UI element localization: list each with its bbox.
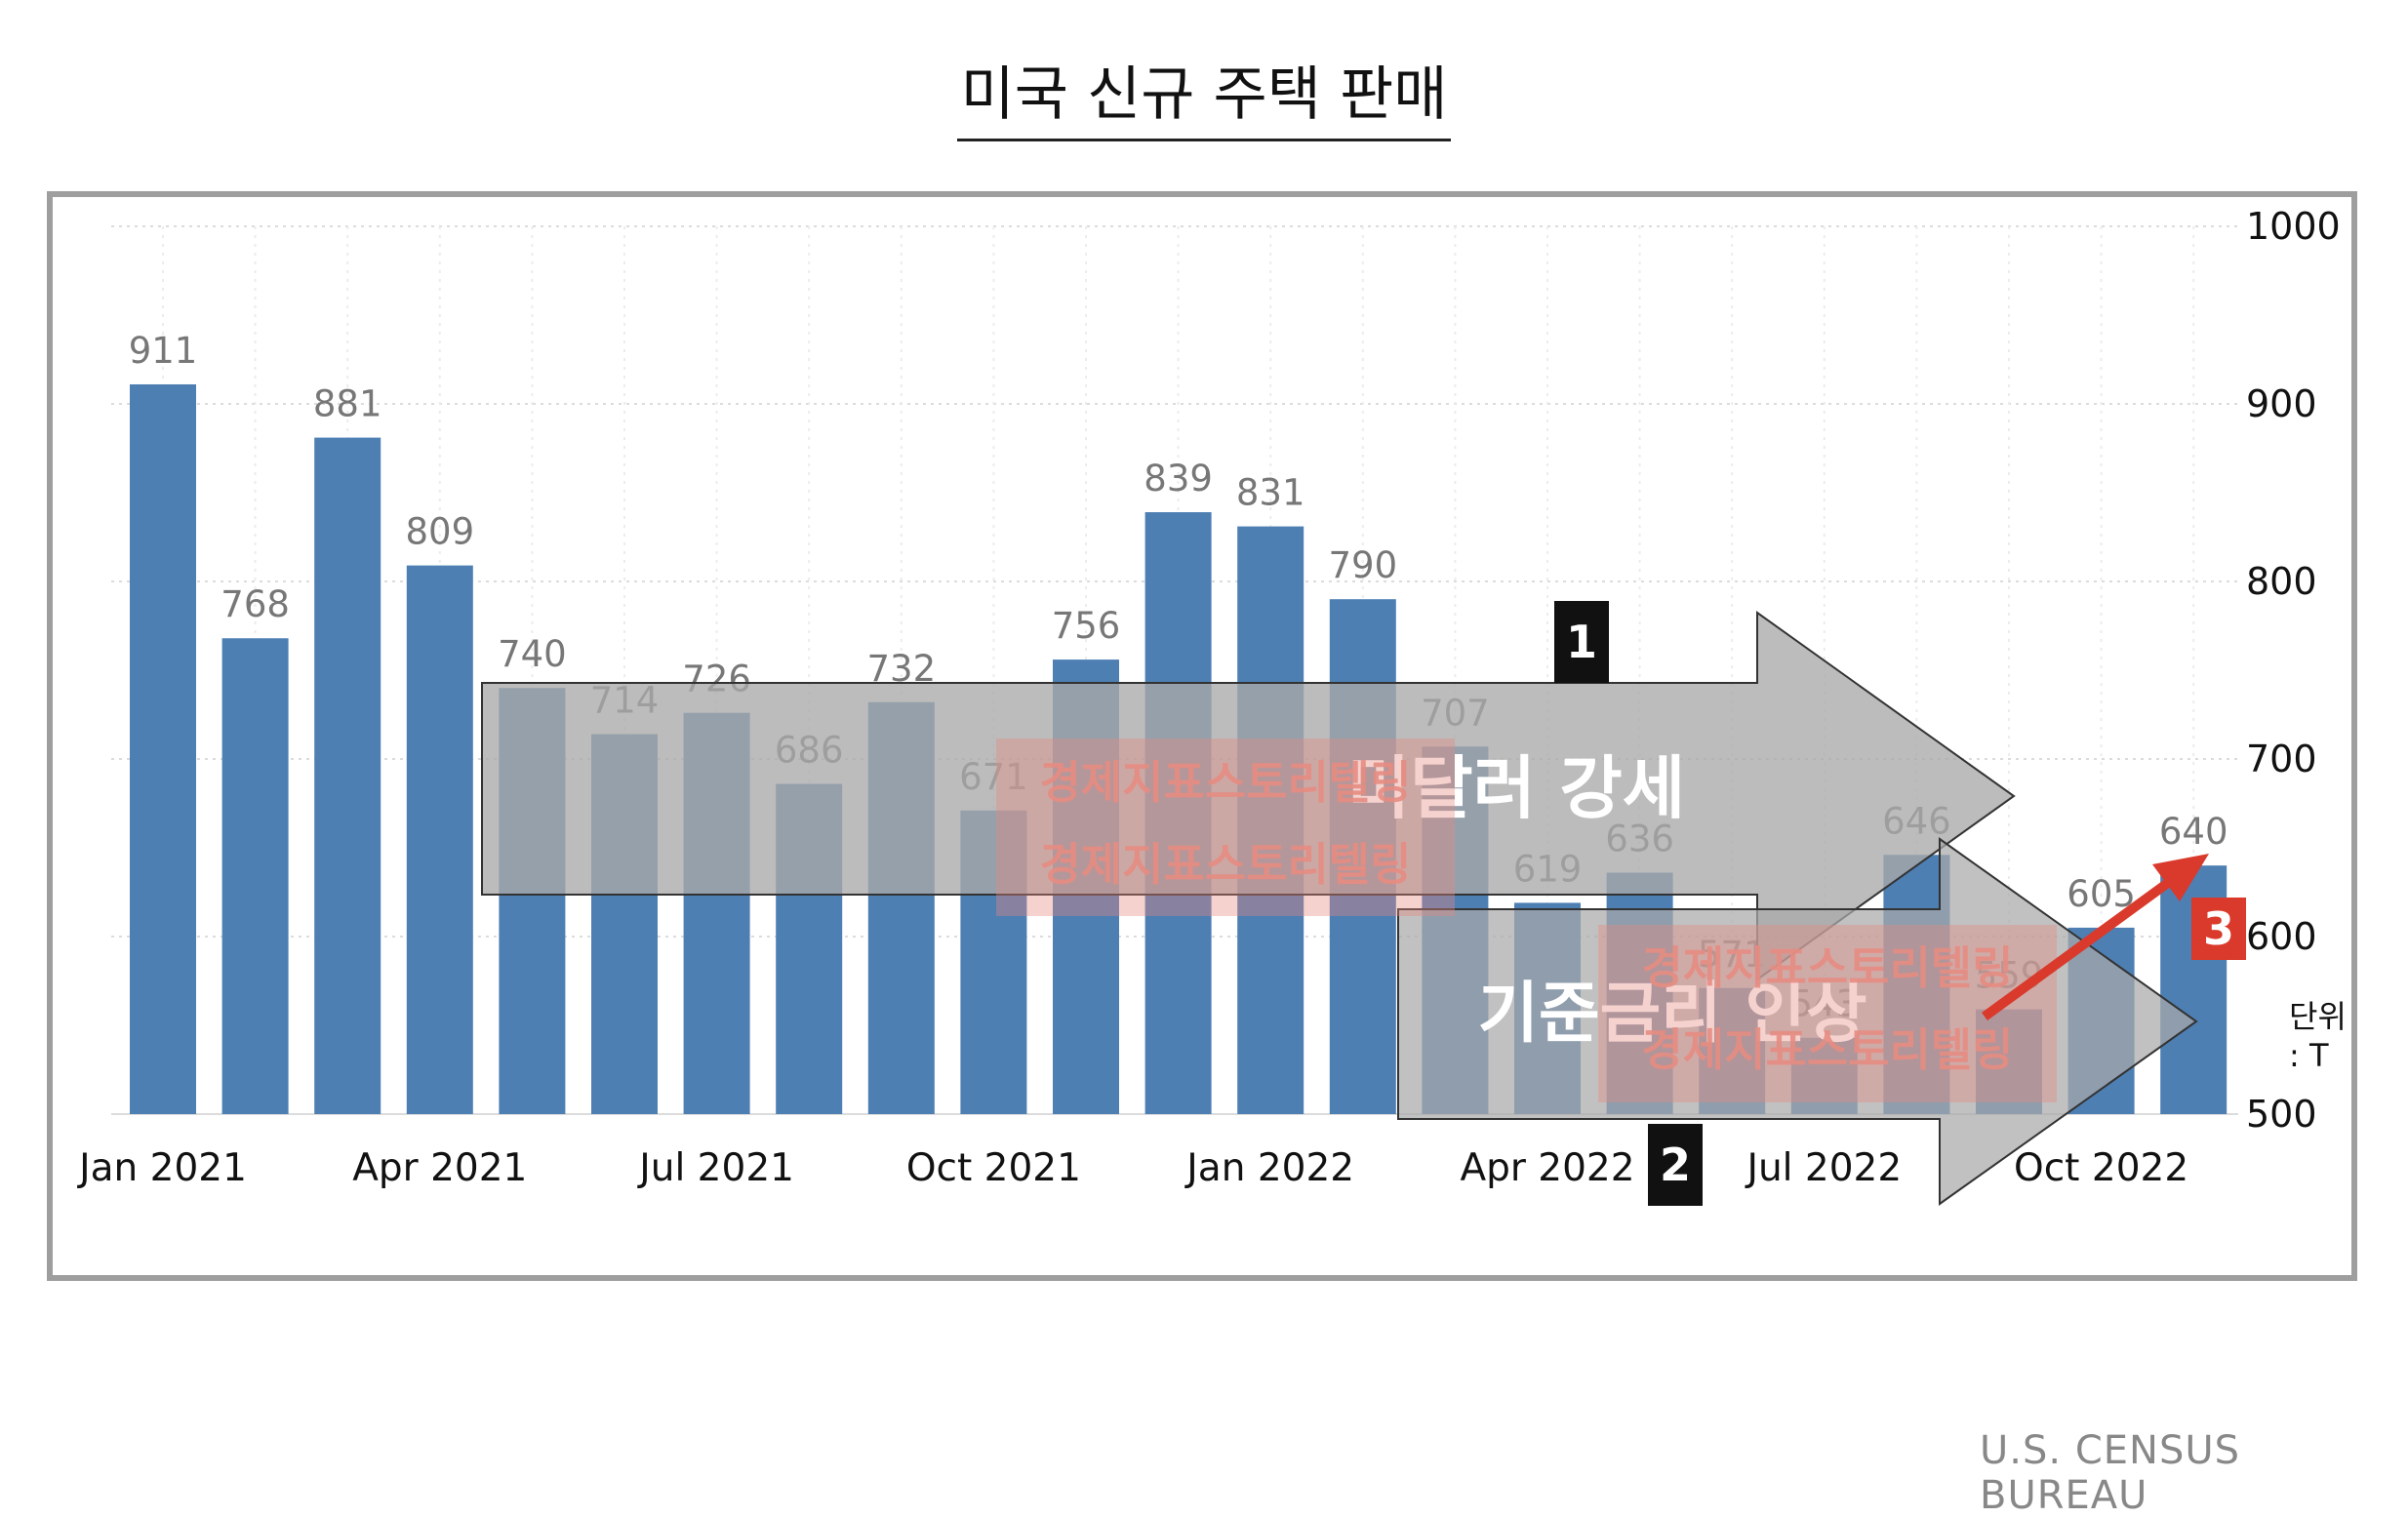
annotation-overlay: 미달러 강세 기준금리 인상 경제지표스토리텔링 경제지표스토리텔링 경제지표스… [481,611,2209,1206]
arrow-2-shape [1397,837,2198,1206]
badge-3: 3 [2191,898,2246,960]
y-tick-label: 600 [2246,915,2317,958]
y-tick-label: 1000 [2246,205,2341,248]
chart-frame: 9117688818097407147266867326717568398317… [47,191,2357,1518]
arrow-1-text: 미달러 강세 [1347,748,1685,828]
bar [406,565,473,1114]
arrow-2-text: 기준금리 인상 [1477,976,1866,1053]
x-tick-label: Oct 2022 [2014,1146,2188,1190]
watermark: 경제지표스토리텔링 [1040,756,1412,809]
x-tick-label: Apr 2021 [352,1146,527,1190]
data-label: 809 [405,511,474,553]
arrow-3-line [1982,875,2175,1021]
x-tick-label: Jul 2022 [1744,1146,1902,1190]
data-label: 756 [1052,605,1121,647]
watermark: 경제지표스토리텔링 [1642,1023,2014,1076]
data-label: 790 [1328,544,1397,586]
y-tick-label: 800 [2246,560,2317,603]
y-axis-ticks: 500 600 700 800 900 1000 [2246,205,2341,1136]
y-tick-label: 500 [2246,1093,2317,1136]
unit-label: 단위 : T [2289,998,2347,1074]
watermark: 경제지표스토리텔링 [1642,941,2014,994]
data-label: 839 [1144,458,1213,499]
badge-2: 2 [1648,1124,1703,1206]
x-tick-label: Apr 2022 [1460,1146,1634,1190]
data-label: 740 [498,633,567,675]
bar-chart: 9117688818097407147266867326717568398317… [76,205,2341,1206]
chart-title: 미국 신규 주택 판매 [0,47,2408,141]
x-tick-label: Oct 2021 [906,1146,1081,1190]
data-label: 768 [221,583,290,625]
badge-1: 1 [1554,601,1609,683]
data-label: 640 [2159,811,2228,853]
source-label: U.S. CENSUS BUREAU [1980,1428,2240,1518]
bar [221,638,289,1114]
bar [130,383,196,1114]
watermark: 경제지표스토리텔링 [1040,838,1412,891]
y-tick-label: 900 [2246,382,2317,425]
x-tick-label: Jan 2021 [76,1146,247,1190]
bar [314,437,381,1114]
x-axis-ticks: Jan 2021 Apr 2021 Jul 2021 Oct 2021 Jan 2022… [76,1146,2188,1190]
data-label: 881 [313,383,382,425]
x-tick-label: Jan 2022 [1184,1146,1354,1190]
y-tick-label: 700 [2246,738,2317,780]
data-label: 911 [129,330,198,372]
arrow-3-head [2152,854,2209,901]
data-label: 605 [2067,873,2136,915]
x-tick-label: Jul 2021 [636,1146,794,1190]
arrow-1-shape [481,611,2016,981]
data-label: 831 [1236,472,1305,514]
